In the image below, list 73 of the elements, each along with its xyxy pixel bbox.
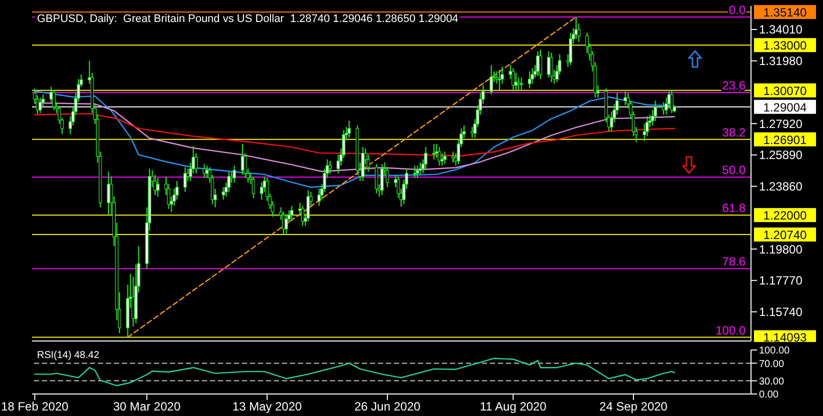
candlestick xyxy=(646,116,649,137)
annotation: 23.6 xyxy=(722,78,746,93)
candlestick xyxy=(301,205,304,226)
annotation: 61.8 xyxy=(722,200,746,215)
y-tick-label: 0.00 xyxy=(759,390,779,401)
candlestick xyxy=(252,176,256,199)
candlestick xyxy=(443,151,446,165)
annotation: 100.0 xyxy=(716,323,746,338)
candlestick xyxy=(328,160,332,174)
candlestick xyxy=(227,171,230,192)
ref-line-label: 1.30070 xyxy=(763,84,808,98)
candlestick xyxy=(438,146,441,166)
x-tick-label: 13 May 2020 xyxy=(232,400,302,414)
candlestick xyxy=(284,214,288,234)
candlestick xyxy=(470,126,474,138)
y-tick-label: 1.34010 xyxy=(759,22,803,37)
candlestick xyxy=(232,165,236,184)
annotation: 38.2 xyxy=(722,125,746,140)
chart-title: RSI(14) 48.42 xyxy=(35,350,102,361)
x-tick-label: 18 Feb 2020 xyxy=(1,400,69,414)
candlestick xyxy=(380,164,384,196)
y-tick-label: 1.17770 xyxy=(759,274,803,288)
candlestick xyxy=(432,143,436,160)
x-tick-label: 24 Sep 2020 xyxy=(599,400,668,414)
candlestick xyxy=(520,77,523,90)
y-tick-label: 1.25890 xyxy=(759,148,803,162)
candlestick xyxy=(538,49,542,80)
candlestick xyxy=(670,90,674,114)
candlestick xyxy=(490,64,493,96)
candlestick xyxy=(183,166,187,192)
candlestick xyxy=(530,68,534,84)
candlestick xyxy=(348,120,351,138)
candlestick xyxy=(156,177,160,198)
ref-line-label: 1.35140 xyxy=(763,6,808,20)
candlestick xyxy=(374,164,378,194)
candlestick xyxy=(290,205,294,220)
annotation: 78.6 xyxy=(722,254,746,269)
y-tick-label: 1.15740 xyxy=(759,305,803,320)
ref-line-label: 1.29004 xyxy=(763,100,808,114)
y-tick-label: 70.00 xyxy=(759,358,784,370)
ref-line-label: 1.33000 xyxy=(763,38,808,53)
candlestick xyxy=(202,164,206,178)
candlestick xyxy=(536,50,540,76)
candlestick xyxy=(222,186,225,200)
candlestick xyxy=(132,276,135,327)
y-tick-label: 30.00 xyxy=(759,376,784,388)
x-tick-label: 30 Mar 2020 xyxy=(113,400,181,414)
ref-line-label: 1.22000 xyxy=(763,208,808,223)
candlestick xyxy=(306,190,310,222)
text: GBPUSD, Daily: Great Britain Pound vs US Dollar 1.28740 1.29046 1.28650 1.29004 xyxy=(35,13,460,25)
candlestick xyxy=(568,32,572,66)
y-tick-label: 1.27920 xyxy=(759,116,803,131)
candlestick xyxy=(52,89,56,110)
y-tick-label: 1.23860 xyxy=(759,180,803,194)
candlestick xyxy=(550,52,554,83)
ref-line-label: 1.20740 xyxy=(763,228,808,242)
y-tick-label: 1.31980 xyxy=(759,54,803,68)
candlestick xyxy=(547,50,550,78)
y-tick-label: 1.19800 xyxy=(759,242,803,256)
candlestick xyxy=(361,146,364,182)
candlestick xyxy=(413,165,416,178)
candlestick xyxy=(386,166,389,188)
ref-line-label: 1.14093 xyxy=(763,330,808,345)
y-tick-label: 100.00 xyxy=(759,346,790,357)
candlestick xyxy=(317,188,321,206)
ref-line-label: 1.26901 xyxy=(763,132,808,147)
x-tick-label: 11 Aug 2020 xyxy=(480,400,547,414)
line-series xyxy=(34,90,676,188)
x-tick-label: 26 Jun 2020 xyxy=(354,400,421,414)
candlestick xyxy=(418,162,422,176)
annotation: 50.0 xyxy=(722,163,746,178)
candlestick xyxy=(424,146,428,170)
candlestick xyxy=(512,68,515,92)
